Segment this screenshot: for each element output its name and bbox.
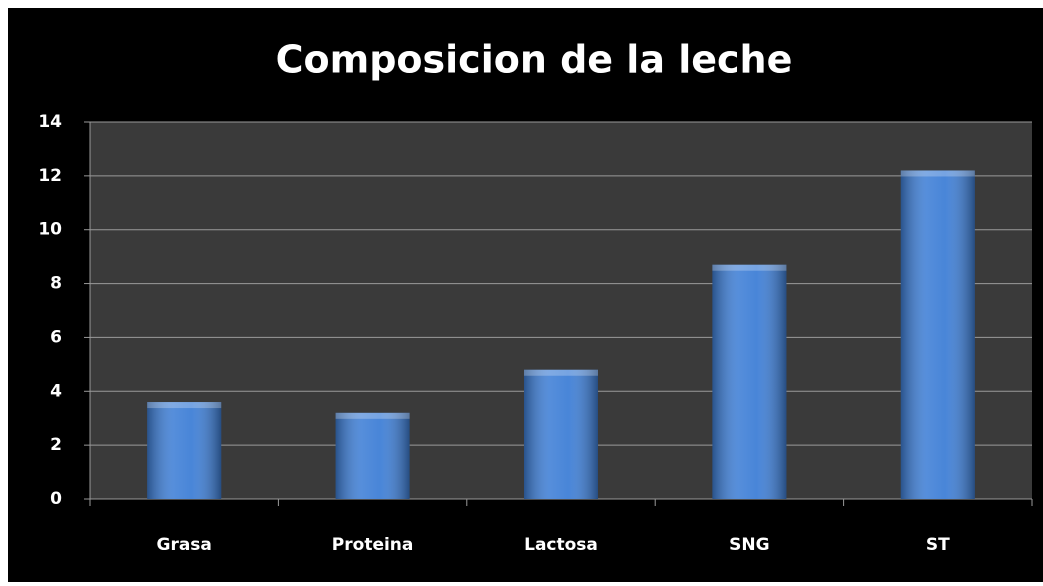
bar-shade [335, 412, 410, 499]
y-tick-label: 8 [50, 274, 62, 294]
bar-cap [335, 412, 410, 419]
y-tick-label: 14 [38, 112, 62, 132]
bar-shade [900, 170, 975, 499]
y-tick-label: 10 [38, 220, 62, 240]
bar-cap [712, 264, 787, 271]
y-tick-label: 6 [50, 327, 62, 347]
bar-cap [147, 402, 222, 409]
bar-shade [147, 402, 222, 499]
bar-shade [524, 369, 598, 499]
chart-title: Composicion de la leche [276, 38, 793, 82]
y-tick-label: 2 [50, 435, 62, 455]
y-tick-label: 4 [50, 381, 62, 401]
bar-shade [712, 264, 787, 499]
bar-cap [524, 369, 598, 376]
x-tick-label: ST [926, 535, 950, 555]
x-tick-label: Proteina [332, 535, 414, 555]
y-tick-label: 0 [50, 489, 62, 509]
x-tick-label: SNG [729, 535, 769, 555]
y-tick-label: 12 [38, 166, 62, 186]
x-tick-label: Grasa [156, 535, 211, 555]
x-tick-label: Lactosa [524, 535, 598, 555]
bar-cap [900, 170, 975, 177]
